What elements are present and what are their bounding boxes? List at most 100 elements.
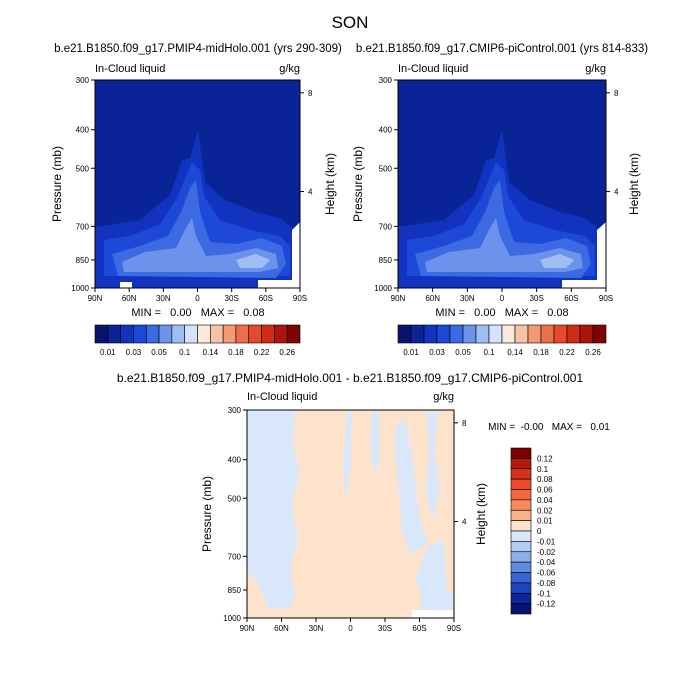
contour-field: [398, 80, 606, 288]
colorbar-tick-label: 0.18: [533, 348, 549, 357]
colorbar-tick-label: 0.01: [100, 348, 116, 357]
colorbar-swatch: [514, 324, 529, 344]
colorbar-tick-label: 0.01: [403, 348, 419, 357]
colorbar-tick-label: 0.03: [126, 348, 142, 357]
contour-level-0.14: [425, 218, 583, 272]
x-tick-label: 60S: [564, 294, 578, 303]
colorbar-swatch: [510, 509, 532, 521]
y-axis-label: Pressure (mb): [50, 146, 64, 222]
panel-difference: b.e21.B1850.f09_g17.PMIP4-midHolo.001 - …: [117, 371, 610, 633]
y-axis-label: Pressure (mb): [351, 146, 365, 222]
axes: 90N 60N 30N 0 30S 60S 90S 300 400 500 700 850 1000 8 4: [374, 76, 619, 303]
colorbar-tick-label: 0.02: [537, 506, 553, 515]
colorbar: 0.01 0.03 0.05 0.1 0.14 0.18 0.22 0.26: [94, 324, 301, 357]
colorbar-swatch: [107, 324, 121, 344]
colorbar-tick-label: 0.22: [254, 348, 270, 357]
y2-tick-label: 4: [462, 518, 467, 527]
panel-top-right: b.e21.B1850.f09_g17.CMIP6-piControl.001 …: [351, 43, 648, 357]
colorbar-swatch: [286, 324, 301, 344]
colorbar-tick-label: 0.22: [559, 348, 575, 357]
contour-level-neg0.01: [415, 540, 454, 618]
y-tick-label: 850: [76, 256, 90, 265]
y2-axis-label: Height (km): [323, 153, 337, 215]
axes: 90N 60N 30N 0 30S 60S 90S 300 400 500 700 850 1000 8 4: [71, 76, 313, 303]
colorbar-swatch: [510, 603, 532, 615]
contour-level-0.18: [540, 254, 574, 268]
contour-level-neg0.01: [247, 410, 299, 610]
x-tick-label: 90N: [240, 624, 255, 633]
y2-axis-label: Height (km): [627, 153, 641, 215]
colorbar-swatch: [510, 520, 532, 532]
colorbar-swatch: [423, 324, 438, 344]
colorbar-swatch: [510, 551, 532, 563]
colorbar: 0.120.10.080.060.040.020.010-0.01-0.02-0…: [510, 447, 556, 615]
missing-data: [597, 222, 606, 288]
colorbar-swatch: [510, 541, 532, 553]
colorbar-swatch: [197, 324, 211, 344]
y-tick-label: 700: [228, 552, 242, 561]
colorbar-tick-label: -0.06: [537, 569, 556, 578]
y2-tick-label: 4: [308, 188, 313, 197]
missing-data: [412, 610, 454, 618]
units-label: g/kg: [279, 63, 300, 75]
colorbar-tick-label: 0.03: [429, 348, 445, 357]
y2-axis-label: Height (km): [474, 483, 488, 545]
variable-label: In-Cloud liquid: [95, 63, 165, 75]
colorbar-swatch: [553, 324, 568, 344]
figure-title: SON: [332, 13, 369, 32]
colorbar-tick-label: 0.26: [585, 348, 601, 357]
colorbar-tick-label: 0: [537, 527, 542, 536]
axes: 90N 60N 30N 0 30S 60S 90S 300 400 500 700 850 1000 8 4: [223, 406, 467, 633]
colorbar-swatch: [222, 324, 237, 344]
colorbar-swatch: [501, 324, 516, 344]
colorbar-swatch: [510, 447, 532, 459]
x-tick-label: 30N: [156, 294, 171, 303]
x-tick-label: 0: [195, 294, 200, 303]
x-tick-label: 90N: [391, 294, 406, 303]
colorbar-swatch: [510, 489, 532, 501]
colorbar-swatch: [510, 572, 532, 584]
colorbar-tick-label: 0.01: [537, 517, 553, 526]
y-tick-label: 1000: [71, 284, 89, 293]
colorbar-tick-label: -0.04: [537, 558, 556, 567]
colorbar-tick-label: -0.02: [537, 548, 556, 557]
variable-label: In-Cloud liquid: [398, 63, 468, 75]
missing-data: [258, 280, 300, 288]
y2-tick-label: 8: [308, 89, 313, 98]
colorbar-tick-label: 0.06: [537, 486, 553, 495]
colorbar-swatch: [184, 324, 198, 344]
missing-data: [120, 282, 132, 288]
colorbar-tick-label: -0.01: [537, 537, 556, 546]
panel-top-left: b.e21.B1850.f09_g17.PMIP4-midHolo.001 (y…: [50, 43, 342, 357]
colorbar-tick-label: 0.1: [537, 465, 549, 474]
colorbar-swatch: [261, 324, 275, 344]
y-tick-label: 300: [228, 406, 242, 415]
y-tick-label: 850: [379, 256, 393, 265]
colorbar-swatch: [510, 582, 532, 594]
colorbar-swatch: [462, 324, 477, 344]
x-tick-label: 90S: [293, 294, 307, 303]
colorbar-tick-label: 0.1: [179, 348, 191, 357]
y-tick-label: 700: [379, 222, 393, 231]
contour-level-0.18: [236, 254, 270, 268]
colorbar: 0.01 0.03 0.05 0.1 0.14 0.18 0.22 0.26: [397, 324, 607, 357]
colorbar-swatch: [510, 530, 532, 542]
y2-tick-label: 4: [614, 188, 619, 197]
colorbar-swatch: [274, 324, 288, 344]
colorbar-tick-label: 0.12: [537, 454, 553, 463]
y-axis-label: Pressure (mb): [200, 476, 214, 552]
colorbar-swatch: [397, 324, 412, 344]
colorbar-tick-label: 0.05: [151, 348, 167, 357]
colorbar-swatch: [510, 478, 532, 490]
y-tick-label: 700: [76, 222, 90, 231]
y-tick-label: 300: [76, 76, 90, 85]
colorbar-swatch: [579, 324, 594, 344]
y-tick-label: 400: [379, 126, 393, 135]
contour-level-neg0.01: [370, 410, 380, 472]
x-tick-label: 60N: [274, 624, 289, 633]
y-tick-label: 1000: [374, 284, 392, 293]
panel-title: b.e21.B1850.f09_g17.PMIP4-midHolo.001 - …: [117, 371, 584, 385]
y-tick-label: 850: [228, 586, 242, 595]
